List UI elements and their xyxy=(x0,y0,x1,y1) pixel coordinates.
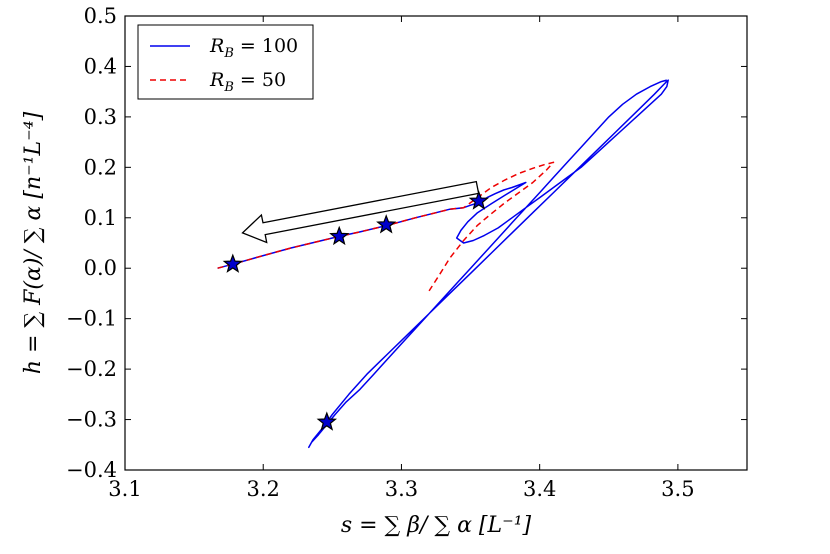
x-axis-label: s = ∑ β/ ∑ α [L⁻¹] xyxy=(341,513,532,538)
y-axis-label: h = ∑ F(α)/ ∑ α [n⁻¹L⁻⁴] xyxy=(21,111,46,374)
star-marker xyxy=(316,411,338,431)
y-tick-label: 0.2 xyxy=(84,155,117,179)
series-layer xyxy=(217,79,669,449)
legend-frame xyxy=(137,24,314,100)
ticks-layer: 3.1 3.2 3.3 3.4 3.5 −0.4 −0.3 −0.2 −0.1 0.0 0.1 0.2… xyxy=(66,4,747,501)
series-line-rb50 xyxy=(217,161,555,292)
plot-frame xyxy=(124,15,748,471)
y-tick-label: 0.5 xyxy=(84,4,117,28)
y-tick-label: 0.3 xyxy=(84,105,117,129)
arrow-layer xyxy=(241,180,480,244)
x-tick-label: 3.4 xyxy=(523,477,556,501)
x-tick-label: 3.1 xyxy=(108,477,141,501)
y-tick-label: −0.2 xyxy=(66,357,117,381)
direction-arrow xyxy=(241,180,480,244)
y-tick-label: −0.1 xyxy=(66,307,117,331)
series-line-rb100 xyxy=(217,79,669,449)
legend-text-rb100: RB = 100 xyxy=(209,35,298,61)
y-tick-label: 0.1 xyxy=(84,206,117,230)
x-tick-label: 3.3 xyxy=(385,477,418,501)
y-tick-label: −0.3 xyxy=(66,408,117,432)
star-marker xyxy=(376,214,397,234)
y-tick-label: 0.0 xyxy=(84,256,117,280)
star-marker xyxy=(329,225,350,246)
legend-text-rb50: RB = 50 xyxy=(209,69,286,95)
y-tick-label: −0.4 xyxy=(66,458,117,482)
star-marker xyxy=(468,190,490,210)
x-tick-label: 3.2 xyxy=(247,477,280,501)
y-tick-label: 0.4 xyxy=(84,54,117,78)
marker-layer xyxy=(222,190,490,431)
x-tick-label: 3.5 xyxy=(661,477,694,501)
legend: RB = 100 RB = 50 xyxy=(137,24,314,100)
star-marker xyxy=(222,253,244,273)
